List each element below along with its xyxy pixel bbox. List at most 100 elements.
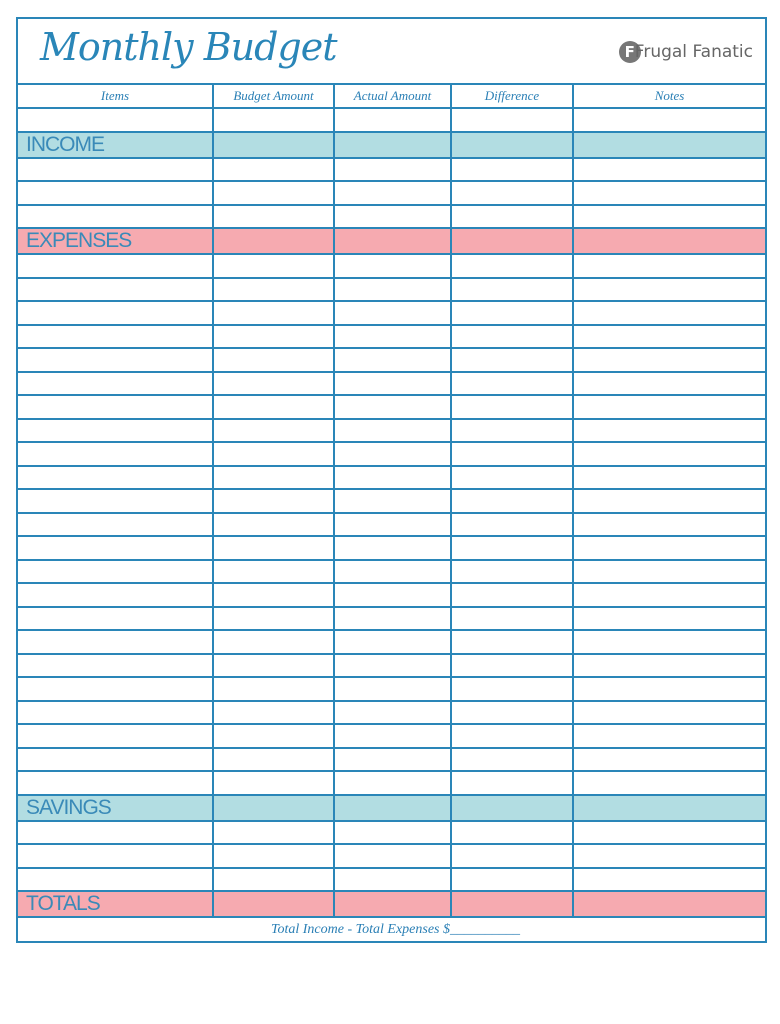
table-cell[interactable]: [333, 629, 452, 655]
table-cell[interactable]: [333, 652, 452, 678]
table-cell[interactable]: [450, 464, 574, 490]
table-cell[interactable]: [572, 488, 765, 514]
table-cell[interactable]: [450, 276, 574, 302]
table-cell[interactable]: [18, 723, 214, 749]
table-cell[interactable]: [572, 300, 765, 326]
table-cell[interactable]: [572, 558, 765, 584]
table-cell[interactable]: [450, 819, 574, 845]
table-cell[interactable]: [572, 699, 765, 725]
table-cell[interactable]: [572, 629, 765, 655]
table-cell[interactable]: [450, 843, 574, 869]
table-cell[interactable]: [450, 347, 574, 373]
table-cell[interactable]: [212, 629, 335, 655]
table-cell[interactable]: [572, 582, 765, 608]
table-cell[interactable]: [450, 441, 574, 467]
table-cell[interactable]: [450, 203, 574, 229]
table-cell[interactable]: [572, 511, 765, 537]
table-cell[interactable]: [333, 866, 452, 892]
table-cell[interactable]: [450, 605, 574, 631]
table-cell[interactable]: [450, 652, 574, 678]
table-cell[interactable]: [572, 746, 765, 772]
table-cell[interactable]: [212, 441, 335, 467]
table-cell[interactable]: [18, 652, 214, 678]
table-cell[interactable]: [212, 723, 335, 749]
table-cell[interactable]: [450, 535, 574, 561]
table-cell[interactable]: [333, 488, 452, 514]
table-cell[interactable]: [212, 746, 335, 772]
table-cell[interactable]: [572, 323, 765, 349]
table-cell[interactable]: [18, 629, 214, 655]
table-cell[interactable]: [18, 535, 214, 561]
table-cell[interactable]: [333, 276, 452, 302]
table-cell[interactable]: [18, 819, 214, 845]
table-cell[interactable]: [333, 770, 452, 796]
table-cell[interactable]: [212, 866, 335, 892]
table-cell[interactable]: [212, 300, 335, 326]
table-cell[interactable]: [18, 276, 214, 302]
table-cell[interactable]: [333, 370, 452, 396]
table-cell[interactable]: [18, 558, 214, 584]
table-cell[interactable]: [18, 464, 214, 490]
table-cell[interactable]: [212, 370, 335, 396]
table-cell[interactable]: [333, 323, 452, 349]
table-cell[interactable]: [212, 652, 335, 678]
table-cell[interactable]: [450, 770, 574, 796]
table-cell[interactable]: [18, 511, 214, 537]
table-cell[interactable]: [450, 746, 574, 772]
table-cell[interactable]: [333, 605, 452, 631]
table-cell[interactable]: [212, 511, 335, 537]
table-cell[interactable]: [450, 676, 574, 702]
table-cell[interactable]: [572, 770, 765, 796]
table-cell[interactable]: [450, 107, 574, 133]
table-cell[interactable]: [572, 203, 765, 229]
table-cell[interactable]: [572, 819, 765, 845]
table-cell[interactable]: [450, 394, 574, 420]
table-cell[interactable]: [18, 746, 214, 772]
table-cell[interactable]: [212, 488, 335, 514]
table-cell[interactable]: [572, 156, 765, 182]
table-cell[interactable]: [450, 300, 574, 326]
table-cell[interactable]: [333, 746, 452, 772]
table-cell[interactable]: [333, 699, 452, 725]
table-cell[interactable]: [572, 441, 765, 467]
table-cell[interactable]: [333, 156, 452, 182]
table-cell[interactable]: [572, 107, 765, 133]
table-cell[interactable]: [212, 180, 335, 206]
table-cell[interactable]: [18, 300, 214, 326]
table-cell[interactable]: [18, 347, 214, 373]
table-cell[interactable]: [572, 843, 765, 869]
table-cell[interactable]: [333, 417, 452, 443]
table-cell[interactable]: [18, 843, 214, 869]
table-cell[interactable]: [212, 347, 335, 373]
table-cell[interactable]: [18, 866, 214, 892]
table-cell[interactable]: [333, 253, 452, 279]
table-cell[interactable]: [212, 676, 335, 702]
table-cell[interactable]: [212, 535, 335, 561]
table-cell[interactable]: [212, 417, 335, 443]
table-cell[interactable]: [333, 347, 452, 373]
table-cell[interactable]: [572, 464, 765, 490]
table-cell[interactable]: [212, 770, 335, 796]
table-cell[interactable]: [572, 394, 765, 420]
table-cell[interactable]: [572, 605, 765, 631]
table-cell[interactable]: [572, 253, 765, 279]
table-cell[interactable]: [212, 819, 335, 845]
table-cell[interactable]: [212, 394, 335, 420]
table-cell[interactable]: [333, 180, 452, 206]
table-cell[interactable]: [212, 582, 335, 608]
table-cell[interactable]: [450, 370, 574, 396]
table-cell[interactable]: [18, 605, 214, 631]
table-cell[interactable]: [18, 156, 214, 182]
table-cell[interactable]: [333, 203, 452, 229]
table-cell[interactable]: [572, 676, 765, 702]
table-cell[interactable]: [18, 488, 214, 514]
table-cell[interactable]: [212, 699, 335, 725]
table-cell[interactable]: [212, 605, 335, 631]
table-cell[interactable]: [18, 770, 214, 796]
table-cell[interactable]: [18, 676, 214, 702]
table-cell[interactable]: [333, 558, 452, 584]
table-cell[interactable]: [572, 866, 765, 892]
table-cell[interactable]: [450, 866, 574, 892]
table-cell[interactable]: [450, 488, 574, 514]
table-cell[interactable]: [450, 699, 574, 725]
